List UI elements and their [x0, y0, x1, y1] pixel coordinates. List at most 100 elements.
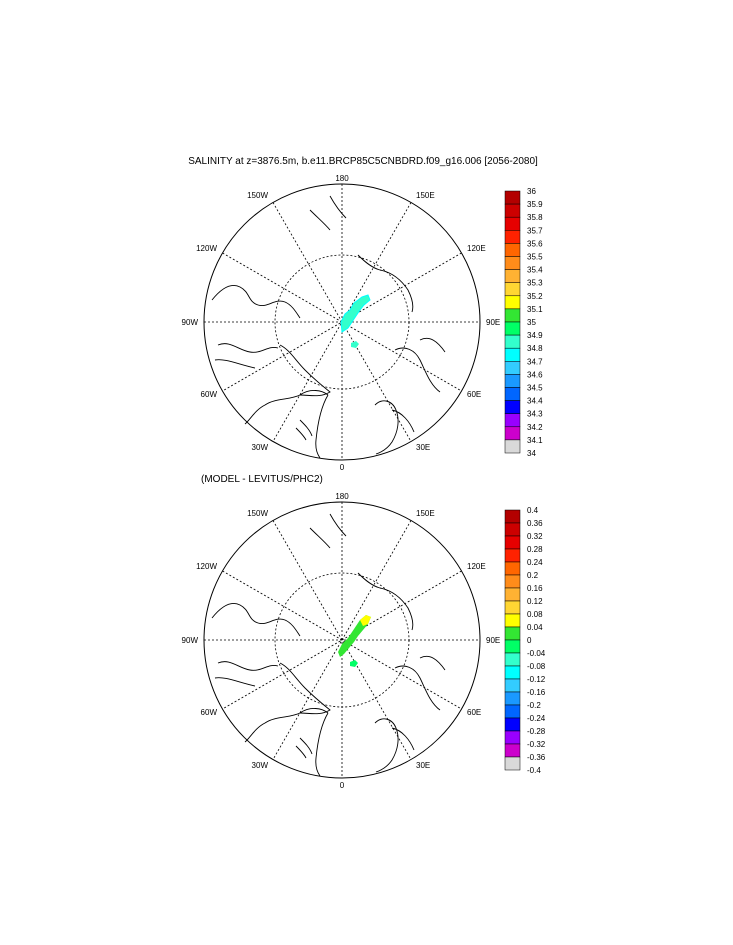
colorbar-swatch — [504, 426, 521, 441]
colorbar-swatch — [504, 308, 521, 323]
bering-coast — [357, 254, 414, 313]
colorbar-swatch — [504, 665, 521, 680]
colorbar-swatch — [504, 652, 521, 667]
lon-label-0: 0 — [340, 781, 345, 790]
colorbar-swatch — [504, 756, 521, 771]
colorbar-swatch — [504, 717, 521, 732]
colorbar-swatch — [504, 361, 521, 375]
canada-coast — [211, 603, 301, 637]
colorbar-swatch — [504, 704, 521, 719]
difference-field — [338, 615, 371, 667]
canada-coast — [211, 285, 301, 319]
colorbar-tick-label: 34.9 — [527, 331, 543, 340]
colorbar-tick-label: 34.3 — [527, 410, 543, 419]
colorbar: 36 35.9 35.8 35.7 35.6 35.5 35.4 35.3 35.2 35.1 35… — [504, 187, 543, 458]
colorbar-swatch — [504, 509, 521, 524]
lon-label-60e: 60E — [467, 708, 481, 717]
colorbar-swatch — [504, 587, 521, 602]
colorbar-tick-label: 0.24 — [527, 558, 543, 567]
lon-label-90w: 90W — [182, 636, 199, 645]
colorbar-tick-label: 0.12 — [527, 597, 543, 606]
colorbar-swatch — [504, 574, 521, 589]
colorbar-tick-label: 35.8 — [527, 213, 543, 222]
colorbar-swatch — [504, 613, 521, 628]
colorbar-swatch — [504, 347, 521, 362]
map-grid — [203, 501, 481, 779]
colorbar-swatch — [504, 243, 521, 257]
lon-label-150w: 150W — [247, 191, 268, 200]
archipelago-coast — [214, 661, 279, 687]
lon-label-30e: 30E — [416, 443, 430, 452]
lon-label-120w: 120W — [196, 562, 217, 571]
colorbar-tick-label: 0.32 — [527, 532, 543, 541]
iceland-coast — [295, 737, 313, 759]
lon-label-30e: 30E — [416, 761, 430, 770]
colorbar-tick-label: 34.6 — [527, 370, 543, 379]
colorbar-tick-label: -0.24 — [527, 714, 546, 723]
colorbar-swatch — [504, 413, 521, 428]
basin-anomaly — [351, 341, 359, 348]
colorbar-tick-label: 0.04 — [527, 623, 543, 632]
colorbar-tick-label: 35.1 — [527, 305, 543, 314]
colorbar-tick-label: 0.2 — [527, 571, 539, 580]
iceland-coast — [295, 419, 313, 441]
siberia-coast — [394, 655, 446, 711]
alaska-coast — [309, 195, 347, 231]
colorbar-tick-label: 0.4 — [527, 506, 539, 515]
alaska-coast — [309, 513, 347, 549]
lon-label-120e: 120E — [467, 244, 486, 253]
colorbar-tick-label: 34.5 — [527, 384, 543, 393]
lon-label-0: 0 — [340, 463, 345, 472]
colorbar-swatch — [504, 269, 521, 283]
colorbar-tick-label: 34.8 — [527, 344, 543, 353]
colorbar-tick-label: 35.4 — [527, 266, 543, 275]
colorbar-swatch — [504, 400, 521, 414]
colorbar-swatch — [504, 295, 521, 310]
scandinavia-coast — [374, 718, 415, 773]
lon-label-150e: 150E — [416, 191, 435, 200]
colorbar-swatch — [504, 678, 521, 693]
colorbar-swatch — [504, 730, 521, 745]
lon-label-30w: 30W — [252, 443, 269, 452]
colorbar-tick-label: -0.04 — [527, 649, 546, 658]
colorbar-tick-label: 35.7 — [527, 226, 543, 235]
colorbar-tick-label: -0.12 — [527, 675, 546, 684]
colorbar-swatch — [504, 522, 521, 537]
difference-map-panel: 180 150W 150E 120W 120E 90W 90E 60W 60E … — [182, 492, 546, 790]
colorbar-tick-label: 35.6 — [527, 239, 543, 248]
colorbar-swatch — [504, 548, 521, 563]
scandinavia-coast — [374, 400, 415, 455]
colorbar-tick-label: 0.36 — [527, 519, 543, 528]
colorbar-tick-label: 35.2 — [527, 292, 543, 301]
colorbar-tick-label: 0 — [527, 636, 532, 645]
ridge-anomaly-high — [360, 615, 371, 626]
colorbar-tick-label: 35.5 — [527, 253, 543, 262]
lon-label-120w: 120W — [196, 244, 217, 253]
colorbar-tick-label: -0.28 — [527, 727, 546, 736]
arctic-coast — [279, 344, 331, 397]
colorbar-tick-label: 0.16 — [527, 584, 543, 593]
colorbar-tick-label: 0.08 — [527, 610, 543, 619]
colorbar-tick-label: -0.2 — [527, 701, 541, 710]
lon-label-150e: 150E — [416, 509, 435, 518]
siberia-coast — [394, 337, 446, 393]
colorbar-tick-label: -0.36 — [527, 753, 546, 762]
lon-label-120e: 120E — [467, 562, 486, 571]
colorbar-swatch — [504, 203, 521, 218]
panel2-title: (MODEL - LEVITUS/PHC2) — [201, 474, 323, 485]
salinity-field — [340, 294, 371, 348]
colorbar-tick-label: 35 — [527, 318, 536, 327]
salinity-map-panel: 180 150W 150E 120W 120E 90W 90E 60W 60E … — [182, 174, 544, 472]
colorbar-tick-label: 36 — [527, 187, 536, 196]
lon-label-60w: 60W — [201, 708, 218, 717]
lon-label-90e: 90E — [486, 636, 500, 645]
colorbar-swatch — [504, 321, 521, 336]
lon-label-60e: 60E — [467, 390, 481, 399]
colorbar-tick-label: 34.7 — [527, 357, 543, 366]
colorbar-swatch — [504, 561, 521, 576]
colorbar-swatch — [504, 691, 521, 706]
ridge-anomaly — [340, 294, 371, 333]
lon-label-180: 180 — [335, 492, 349, 501]
archipelago-coast — [214, 343, 279, 369]
colorbar-tick-label: 34.1 — [527, 436, 543, 445]
